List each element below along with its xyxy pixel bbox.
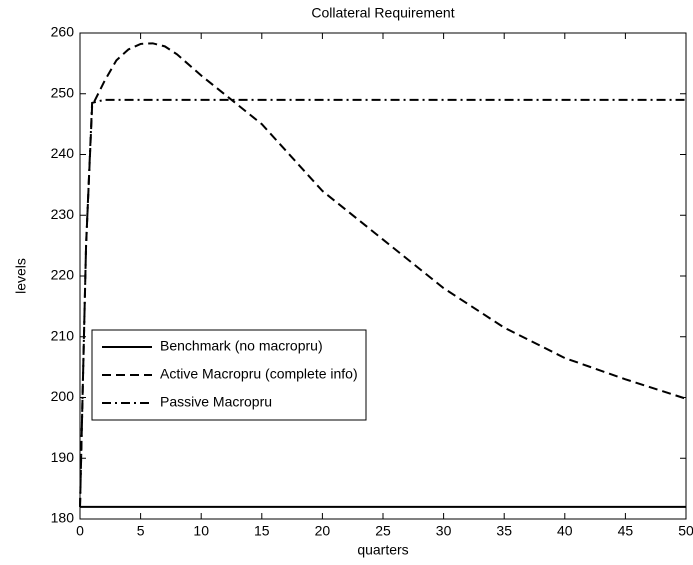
x-tick-label: 15 [254,523,270,539]
legend-label: Active Macropru (complete info) [160,366,358,382]
x-axis-label: quarters [357,542,408,558]
x-tick-label: 0 [76,523,84,539]
y-tick-label: 220 [51,267,75,283]
y-tick-label: 200 [51,388,75,404]
y-tick-label: 250 [51,84,75,100]
y-tick-label: 260 [51,24,75,40]
legend-label: Passive Macropru [160,394,272,410]
line-series [79,42,687,507]
y-tick-label: 210 [51,327,75,343]
y-axis-label: levels [13,258,29,294]
x-tick-label: 20 [315,523,331,539]
chart-title: Collateral Requirement [311,5,454,21]
legend: Benchmark (no macropru) Active Macropru (… [91,329,367,421]
x-tick-label: 30 [436,523,452,539]
x-tick-label: 5 [137,523,145,539]
y-tick-label: 240 [51,145,75,161]
x-tick-label: 50 [678,523,693,539]
y-tick-label: 190 [51,449,75,465]
x-tick-label: 25 [375,523,391,539]
legend-label: Benchmark (no macropru) [160,338,323,354]
x-tick-label: 10 [193,523,209,539]
x-tick-label: 45 [618,523,634,539]
plot-frame [79,32,687,520]
line-series [79,98,686,507]
x-tick-label: 35 [496,523,512,539]
y-tick-label: 180 [51,510,75,526]
y-tick-label: 230 [51,206,75,222]
x-tick-label: 40 [557,523,573,539]
